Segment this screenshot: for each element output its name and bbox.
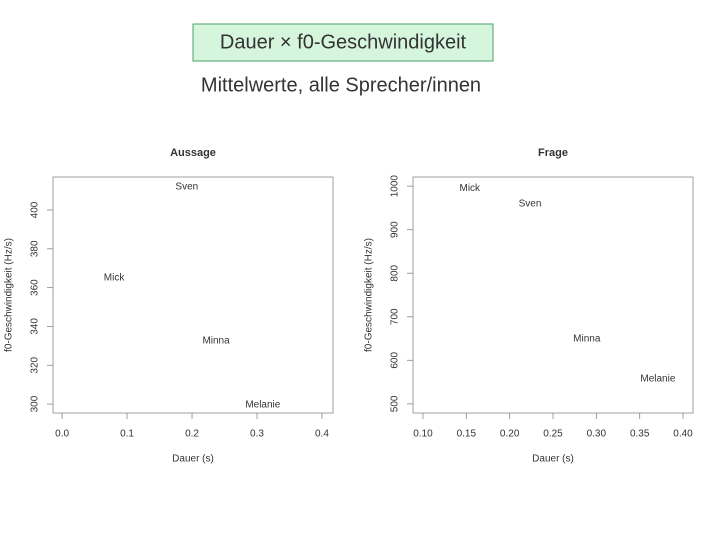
x-axis-label: Dauer (s) [532, 454, 574, 465]
point-label: Mick [104, 273, 126, 284]
point-label: Minna [573, 334, 601, 345]
chart-title: Frage [538, 147, 568, 159]
y-tick-label: 600 [390, 352, 401, 369]
y-tick-label: 900 [390, 221, 401, 238]
x-tick-label: 0.3 [250, 429, 264, 440]
y-tick-label: 1000 [390, 175, 401, 198]
y-tick-label: 320 [30, 356, 41, 373]
chart-title: Aussage [170, 147, 216, 159]
x-tick-label: 0.15 [457, 429, 477, 440]
x-tick-label: 0.35 [630, 429, 650, 440]
plot-box [52, 176, 334, 414]
x-tick-label: 0.25 [543, 429, 563, 440]
x-tick-label: 0.4 [315, 429, 329, 440]
x-tick-label: 0.1 [120, 429, 134, 440]
y-tick-label: 500 [390, 395, 401, 412]
x-tick-label: 0.40 [673, 429, 693, 440]
slide-title: Dauer × f0-Geschwindigkeit [220, 31, 467, 53]
y-tick-label: 300 [30, 395, 41, 412]
x-tick-label: 0.20 [500, 429, 520, 440]
point-label: Sven [175, 181, 198, 192]
y-tick-label: 340 [30, 318, 41, 335]
point-label: Minna [202, 336, 230, 347]
y-tick-label: 360 [30, 279, 41, 296]
slide-subtitle: Mittelwerte, alle Sprecher/innen [201, 74, 481, 96]
title-box [192, 23, 494, 62]
y-tick-label: 800 [390, 264, 401, 281]
x-tick-label: 0.2 [185, 429, 199, 440]
y-axis-label: f0-Geschwindigkeit (Hz/s) [4, 238, 15, 352]
x-axis-label: Dauer (s) [172, 454, 214, 465]
point-label: Melanie [245, 400, 280, 411]
y-tick-label: 400 [30, 201, 41, 218]
y-axis-label: f0-Geschwindigkeit (Hz/s) [364, 238, 375, 352]
x-tick-label: 0.0 [55, 429, 69, 440]
y-tick-label: 380 [30, 240, 41, 257]
point-label: Melanie [640, 374, 675, 385]
point-label: Mick [459, 183, 481, 194]
y-tick-label: 700 [390, 308, 401, 325]
point-label: Sven [519, 199, 542, 210]
x-tick-label: 0.10 [413, 429, 433, 440]
x-tick-label: 0.30 [587, 429, 607, 440]
